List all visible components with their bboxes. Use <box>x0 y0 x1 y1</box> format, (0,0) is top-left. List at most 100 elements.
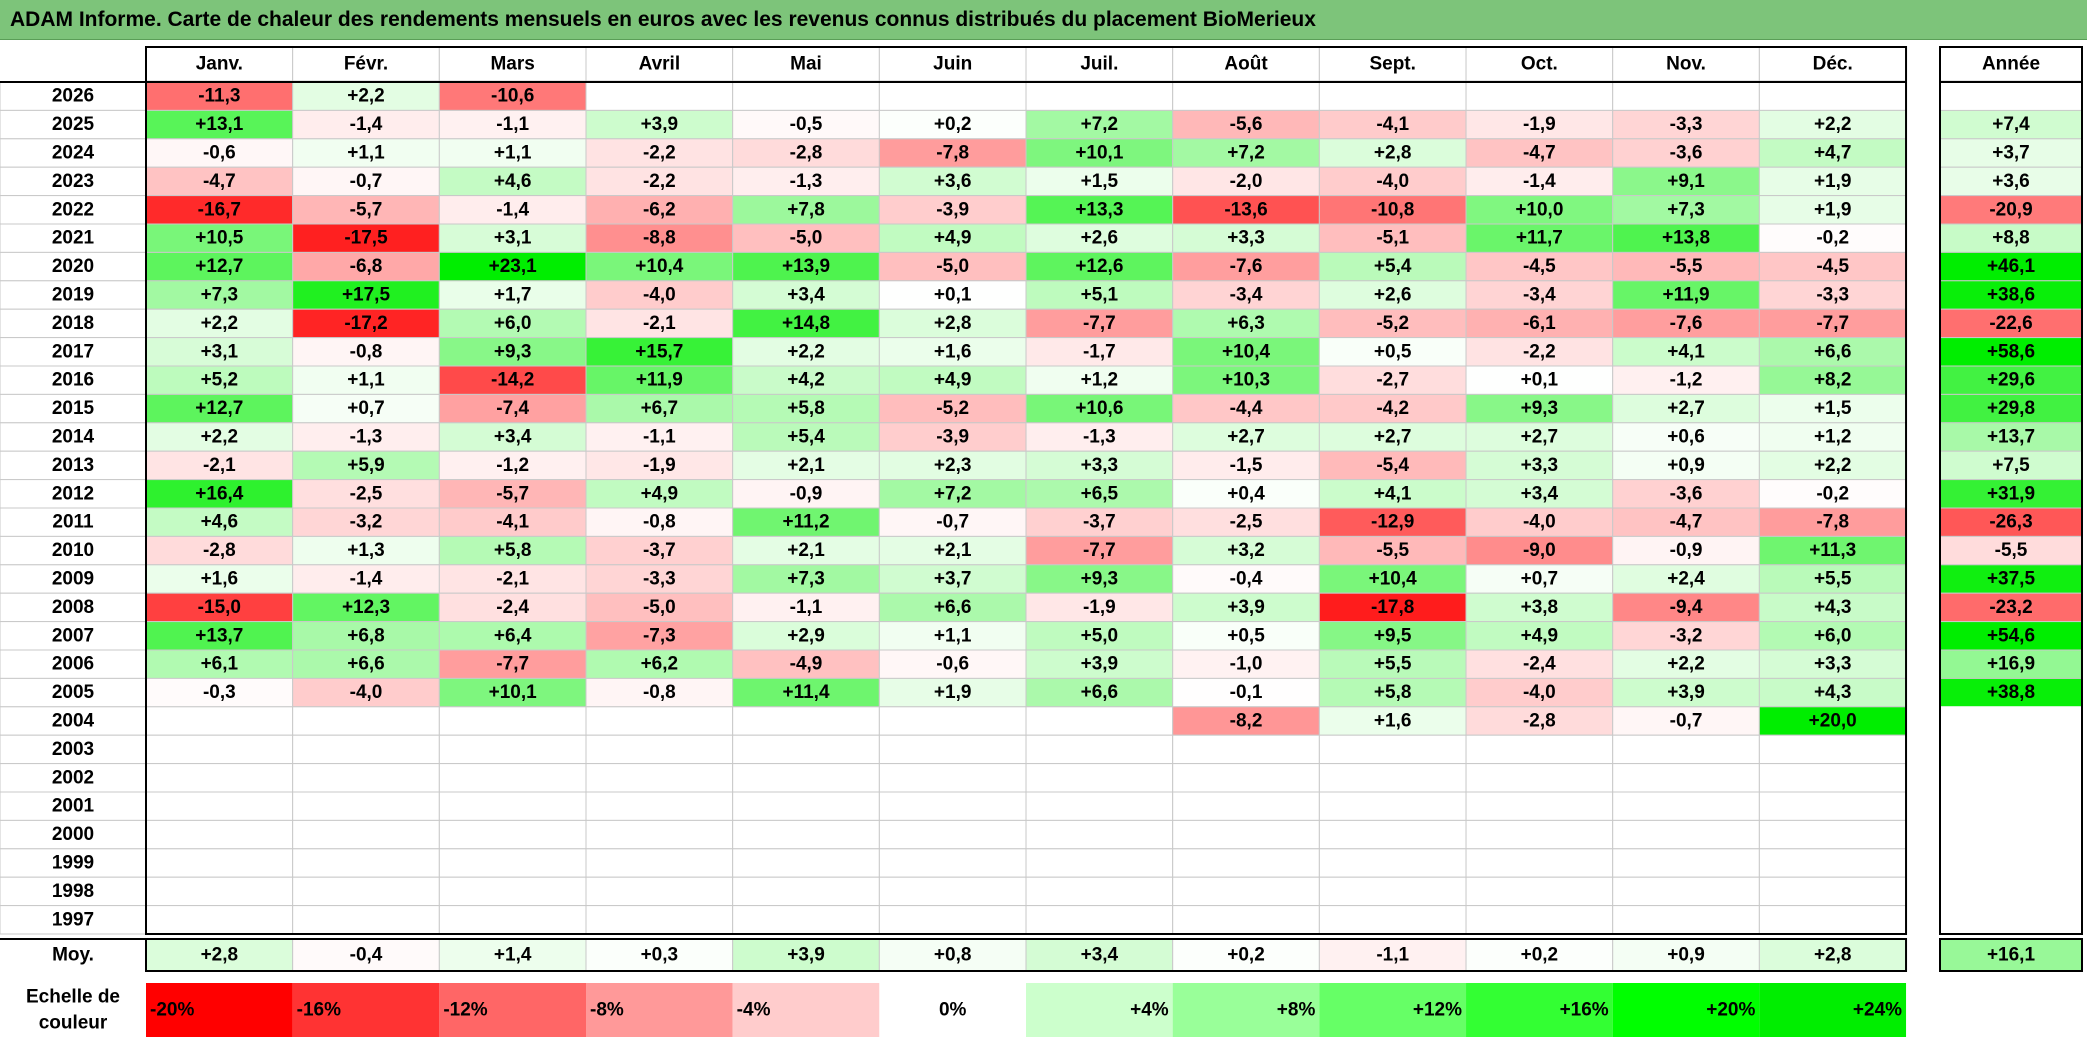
heatmap-cell <box>878 876 1027 907</box>
heatmap-cell-value: +3,8 <box>1521 597 1559 618</box>
heatmap-cell-value: +0,5 <box>1374 341 1412 362</box>
heatmap-cell-value: +23,1 <box>489 256 538 277</box>
heatmap-cell-value: -7,7 <box>1083 313 1116 334</box>
annual-cell <box>1939 819 2083 850</box>
heatmap-cell-value: -0,1 <box>1230 682 1263 703</box>
heatmap-cell <box>732 819 880 850</box>
heatmap-cell <box>878 592 1027 623</box>
month-header-label: Sept. <box>1369 54 1415 75</box>
heatmap-cell <box>145 819 294 850</box>
heatmap-cell-value: +2,7 <box>1667 398 1705 419</box>
heatmap-cell <box>585 905 734 935</box>
heatmap-cell <box>1465 876 1614 907</box>
heatmap-cell <box>1172 564 1320 594</box>
heatmap-cell-value: -1,9 <box>643 455 676 476</box>
average-cell-value: -0,4 <box>350 945 383 966</box>
heatmap-cell <box>438 81 587 111</box>
year-label: 2011 <box>52 512 94 533</box>
heatmap-cell-value: -6,8 <box>350 256 383 277</box>
heatmap-cell-value: -5,2 <box>936 398 969 419</box>
heatmap-cell-value: -4,1 <box>496 512 529 533</box>
heatmap-cell-value: +5,4 <box>787 427 825 448</box>
heatmap-cell <box>1025 848 1174 878</box>
heatmap-cell <box>145 649 294 679</box>
heatmap-cell <box>1172 166 1320 197</box>
heatmap-cell <box>1465 763 1614 793</box>
heatmap-cell <box>1465 337 1614 367</box>
heatmap-cell <box>438 422 587 452</box>
heatmap-cell-value: +4,1 <box>1374 483 1412 504</box>
heatmap-cell-value: +1,1 <box>934 625 972 646</box>
month-header-cell <box>1318 46 1467 82</box>
heatmap-cell-value: +2,9 <box>787 625 825 646</box>
heatmap-cell-value: +1,5 <box>1814 398 1852 419</box>
year-cell <box>0 308 147 339</box>
heatmap-cell <box>438 109 587 140</box>
heatmap-cell-value: +5,5 <box>1814 569 1852 590</box>
heatmap-cell <box>292 223 440 253</box>
annual-cell <box>1939 706 2083 736</box>
heatmap-cell <box>438 763 587 793</box>
heatmap-cell-value: +3,9 <box>641 114 679 135</box>
average-cell-value: +0,8 <box>934 945 972 966</box>
heatmap-cell-value: -2,2 <box>643 143 676 164</box>
color-scale-swatch <box>1026 983 1173 1037</box>
average-cell-value: +0,3 <box>641 945 679 966</box>
heatmap-cell-value: +11,9 <box>636 370 683 391</box>
average-cell <box>1318 938 1467 972</box>
heatmap-cell-value: +10,1 <box>1075 143 1124 164</box>
year-cell <box>0 337 147 367</box>
heatmap-cell-value: +16,4 <box>195 483 244 504</box>
annual-cell-value: +54,6 <box>1987 625 2035 646</box>
heatmap-cell-value: +2,6 <box>1081 228 1119 249</box>
heatmap-cell <box>1758 535 1907 566</box>
heatmap-cell-value: +20,0 <box>1809 711 1857 732</box>
heatmap-cell-value: -7,7 <box>1816 313 1849 334</box>
year-cell <box>0 564 147 594</box>
heatmap-cell-value: +0,7 <box>347 398 385 419</box>
heatmap-cell-value: +15,7 <box>635 341 683 362</box>
year-cell <box>0 393 147 424</box>
heatmap-cell-value: +3,7 <box>934 569 972 590</box>
heatmap-cell-value: -1,3 <box>1083 427 1116 448</box>
heatmap-cell <box>878 166 1027 197</box>
heatmap-cell-value: +2,2 <box>1814 114 1852 135</box>
heatmap-cell <box>1318 763 1467 793</box>
year-label: 2020 <box>52 256 94 277</box>
heatmap-cell-value: +1,1 <box>347 143 385 164</box>
heatmap-cell-value: -2,8 <box>1523 711 1556 732</box>
month-header-label: Nov. <box>1666 54 1706 75</box>
heatmap-cell <box>145 337 294 367</box>
heatmap-cell-value: -5,0 <box>936 256 969 277</box>
annual-cell-value: +3,6 <box>1992 171 2030 192</box>
heatmap-cell <box>732 791 880 821</box>
heatmap-cell <box>878 251 1027 282</box>
heatmap-cell <box>292 195 440 225</box>
average-cell <box>878 938 1027 972</box>
color-scale-step-label: -16% <box>297 1000 341 1021</box>
heatmap-cell-value: +7,2 <box>1227 143 1265 164</box>
heatmap-cell <box>1172 876 1320 907</box>
heatmap-cell <box>1318 848 1467 878</box>
year-cell <box>0 905 147 935</box>
average-cell-value: +0,2 <box>1521 945 1559 966</box>
heatmap-cell-value: +3,3 <box>1081 455 1119 476</box>
heatmap-cell-value: +0,4 <box>1227 483 1265 504</box>
heatmap-cell-value: -1,1 <box>496 114 529 135</box>
heatmap-cell <box>292 677 440 708</box>
heatmap-cell-value: -1,3 <box>790 171 823 192</box>
heatmap-cell <box>732 677 880 708</box>
year-cell <box>0 195 147 225</box>
heatmap-cell <box>1612 819 1760 850</box>
heatmap-cell-value: +2,7 <box>1227 427 1265 448</box>
heatmap-cell-value: -4,0 <box>1523 512 1556 533</box>
heatmap-cell-value: +10,4 <box>1222 341 1271 362</box>
heatmap-cell-value: -15,0 <box>198 597 241 618</box>
heatmap-cell <box>1465 109 1614 140</box>
heatmap-cell-value: -0,2 <box>1816 228 1849 249</box>
heatmap-cell <box>145 166 294 197</box>
heatmap-cell <box>292 734 440 765</box>
heatmap-cell <box>1758 848 1907 878</box>
heatmap-cell <box>585 677 734 708</box>
